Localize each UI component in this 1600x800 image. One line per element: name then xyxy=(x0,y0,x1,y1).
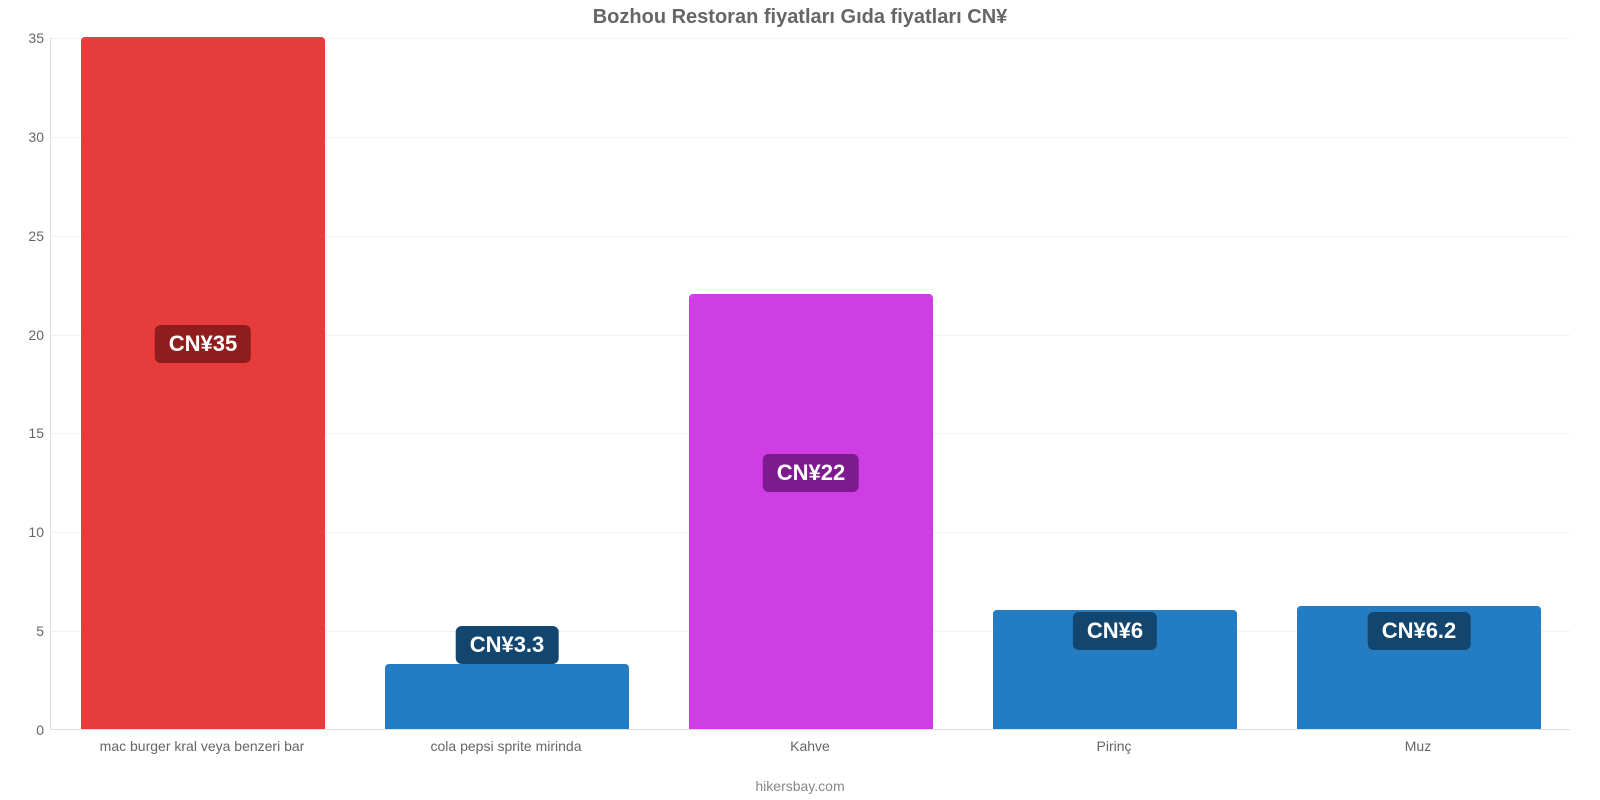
bar xyxy=(81,37,324,729)
bar-value-label: CN¥3.3 xyxy=(456,626,559,664)
x-tick-label: Pirinç xyxy=(1096,738,1131,754)
x-tick-label: Muz xyxy=(1405,738,1431,754)
x-tick-label: cola pepsi sprite mirinda xyxy=(431,738,582,754)
bar-slot: CN¥35 xyxy=(66,38,340,729)
bar xyxy=(385,664,628,729)
y-tick-label: 15 xyxy=(0,425,44,441)
bar-value-label: CN¥6 xyxy=(1073,612,1157,650)
bar-value-label: CN¥35 xyxy=(155,325,251,363)
bar-slot: CN¥3.3 xyxy=(370,38,644,729)
y-tick-label: 30 xyxy=(0,129,44,145)
bar-value-label: CN¥22 xyxy=(763,454,859,492)
chart-footer: hikersbay.com xyxy=(0,778,1600,794)
y-tick-label: 35 xyxy=(0,30,44,46)
x-tick-label: Kahve xyxy=(790,738,830,754)
y-tick-label: 25 xyxy=(0,228,44,244)
bar-slot: CN¥6.2 xyxy=(1282,38,1556,729)
bar-slot: CN¥22 xyxy=(674,38,948,729)
y-tick-label: 20 xyxy=(0,327,44,343)
bar xyxy=(689,294,932,729)
price-bar-chart: Bozhou Restoran fiyatları Gıda fiyatları… xyxy=(0,0,1600,800)
x-tick-label: mac burger kral veya benzeri bar xyxy=(100,738,305,754)
chart-title: Bozhou Restoran fiyatları Gıda fiyatları… xyxy=(0,6,1600,29)
y-tick-label: 5 xyxy=(0,623,44,639)
plot-area: CN¥35 CN¥3.3 CN¥22 CN¥6 CN¥6.2 xyxy=(50,38,1570,730)
y-tick-label: 0 xyxy=(0,722,44,738)
y-tick-label: 10 xyxy=(0,524,44,540)
bar-value-label: CN¥6.2 xyxy=(1368,612,1471,650)
bar-slot: CN¥6 xyxy=(978,38,1252,729)
